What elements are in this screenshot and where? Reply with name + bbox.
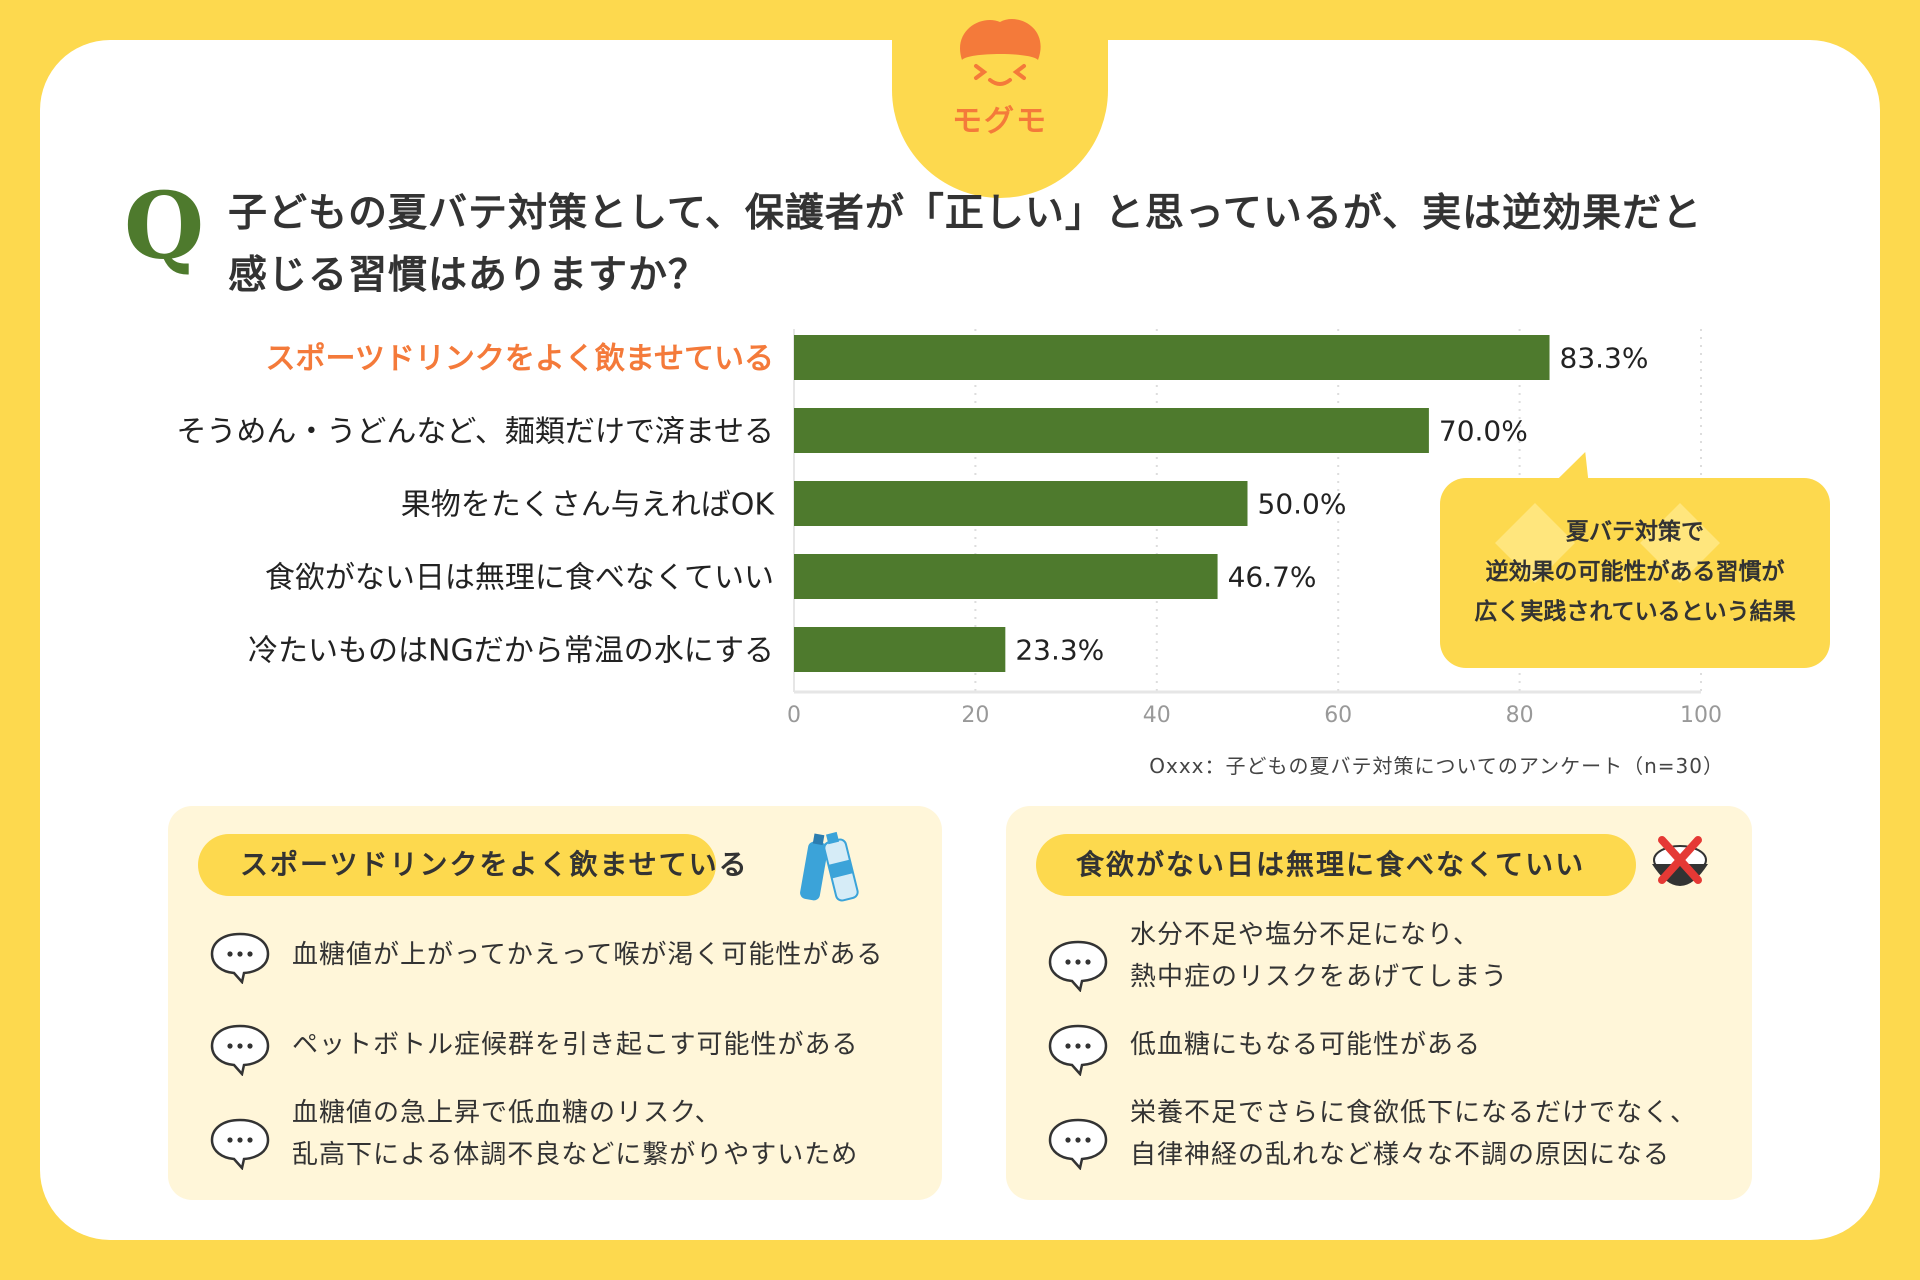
category-label: 冷たいものはNGだから常温の水にする <box>248 634 774 669</box>
list-item-text: 低血糖にもなる可能性がある <box>1130 1024 1481 1066</box>
rice-bowl-cross-icon <box>1652 836 1708 886</box>
bar <box>794 335 1550 380</box>
bar-value-label: 46.7% <box>1228 561 1317 594</box>
category-label: 果物をたくさん与えればOK <box>401 488 776 523</box>
callout-box: 夏バテ対策で 逆効果の可能性がある習慣が 広く実践されているという結果 <box>1440 478 1830 668</box>
speech-bubble-icon <box>1048 1118 1108 1170</box>
bar <box>794 481 1248 526</box>
bar-value-label: 23.3% <box>1015 634 1104 667</box>
callout-decoration <box>1495 503 1720 583</box>
list-item-line: ペットボトル症候群を引き起こす可能性がある <box>292 1030 859 1060</box>
bar <box>794 627 1006 672</box>
callout-text: 夏バテ対策で 逆効果の可能性がある習慣が 広く実践されているという結果 <box>1440 512 1830 632</box>
list-item-text: 血糖値の急上昇で低血糖のリスク、 乱高下による体調不良などに繋がりやすいため <box>292 1092 858 1176</box>
speech-bubble-icon <box>1048 940 1108 992</box>
speech-bubble-icon <box>210 932 270 984</box>
speech-bubble-icon <box>1048 1024 1108 1076</box>
category-label: 食欲がない日は無理に食べなくていい <box>265 561 774 596</box>
list-item-line: 血糖値が上がってかえって喉が渇く可能性がある <box>292 940 884 970</box>
source-note: Oxxx：子どもの夏バテ対策についてのアンケート（n=30） <box>1149 754 1724 778</box>
question-text: 子どもの夏バテ対策として、保護者が「正しい」と思っているが、実は逆効果だと 感じ… <box>228 183 1818 307</box>
bar-value-label: 83.3% <box>1560 342 1649 375</box>
question-line-2: 感じる習慣はありますか？ <box>228 253 709 298</box>
list-item-text: 栄養不足でさらに食欲低下になるだけでなく、 自律神経の乱れなど様々な不調の原因に… <box>1130 1092 1697 1176</box>
list-item-line: 低血糖にもなる可能性がある <box>1130 1030 1482 1060</box>
x-tick-label: 100 <box>1680 703 1722 728</box>
list-item-line: 自律神経の乱れなど様々な不調の原因になる <box>1130 1140 1671 1170</box>
panel-sports-drink: スポーツドリンクをよく飲ませている 血糖値が上がってかえって喉が渇く可能性がある… <box>168 806 942 1200</box>
brand-logo: モグモ <box>892 0 1108 198</box>
bar <box>794 554 1218 599</box>
category-label: そうめん・うどんなど、麺類だけで済ませる <box>176 415 774 450</box>
bar-value-label: 50.0% <box>1258 488 1347 521</box>
list-item-line: 乱高下による体調不良などに繋がりやすいため <box>292 1140 859 1170</box>
list-item-text: ペットボトル症候群を引き起こす可能性がある <box>292 1024 858 1066</box>
panel-title: 食欲がない日は無理に食べなくていい <box>1036 834 1636 896</box>
callout-line-3: 広く実践されているという結果 <box>1474 599 1796 625</box>
list-item-text: 血糖値が上がってかえって喉が渇く可能性がある <box>292 934 883 976</box>
mascot-icon <box>960 19 1041 86</box>
callout-line-1: 夏バテ対策で <box>1566 519 1704 545</box>
brand-name: モグモ <box>952 104 1048 139</box>
list-item-line: 栄養不足でさらに食欲低下になるだけでなく、 <box>1130 1098 1698 1128</box>
panel-title: スポーツドリンクをよく飲ませている <box>198 834 747 896</box>
x-tick-label: 80 <box>1506 703 1534 728</box>
list-item-line: 血糖値の急上昇で低血糖のリスク、 <box>292 1098 722 1128</box>
question-line-1: 子どもの夏バテ対策として、保護者が「正しい」と思っているが、実は逆効果だと <box>228 191 1703 236</box>
sports-drink-bottles-icon <box>800 831 859 902</box>
list-item-line: 水分不足や塩分不足になり、 <box>1130 920 1480 950</box>
x-tick-label: 60 <box>1324 703 1352 728</box>
x-tick-label: 0 <box>787 703 801 728</box>
list-item-text: 水分不足や塩分不足になり、 熱中症のリスクをあげてしまう <box>1130 914 1508 998</box>
question-mark: Q <box>124 172 205 280</box>
x-tick-label: 40 <box>1143 703 1171 728</box>
category-label: スポーツドリンクをよく飲ませている <box>266 342 775 377</box>
speech-bubble-icon <box>210 1024 270 1076</box>
list-item-line: 熱中症のリスクをあげてしまう <box>1130 962 1509 992</box>
bar-value-label: 70.0% <box>1439 415 1528 448</box>
callout-line-2: 逆効果の可能性がある習慣が <box>1485 559 1785 585</box>
bar <box>794 408 1429 453</box>
panel-no-appetite: 食欲がない日は無理に食べなくていい 水分不足や塩分不足になり、 熱中症のリスクを… <box>1006 806 1752 1200</box>
x-tick-label: 20 <box>961 703 989 728</box>
speech-bubble-icon <box>210 1118 270 1170</box>
